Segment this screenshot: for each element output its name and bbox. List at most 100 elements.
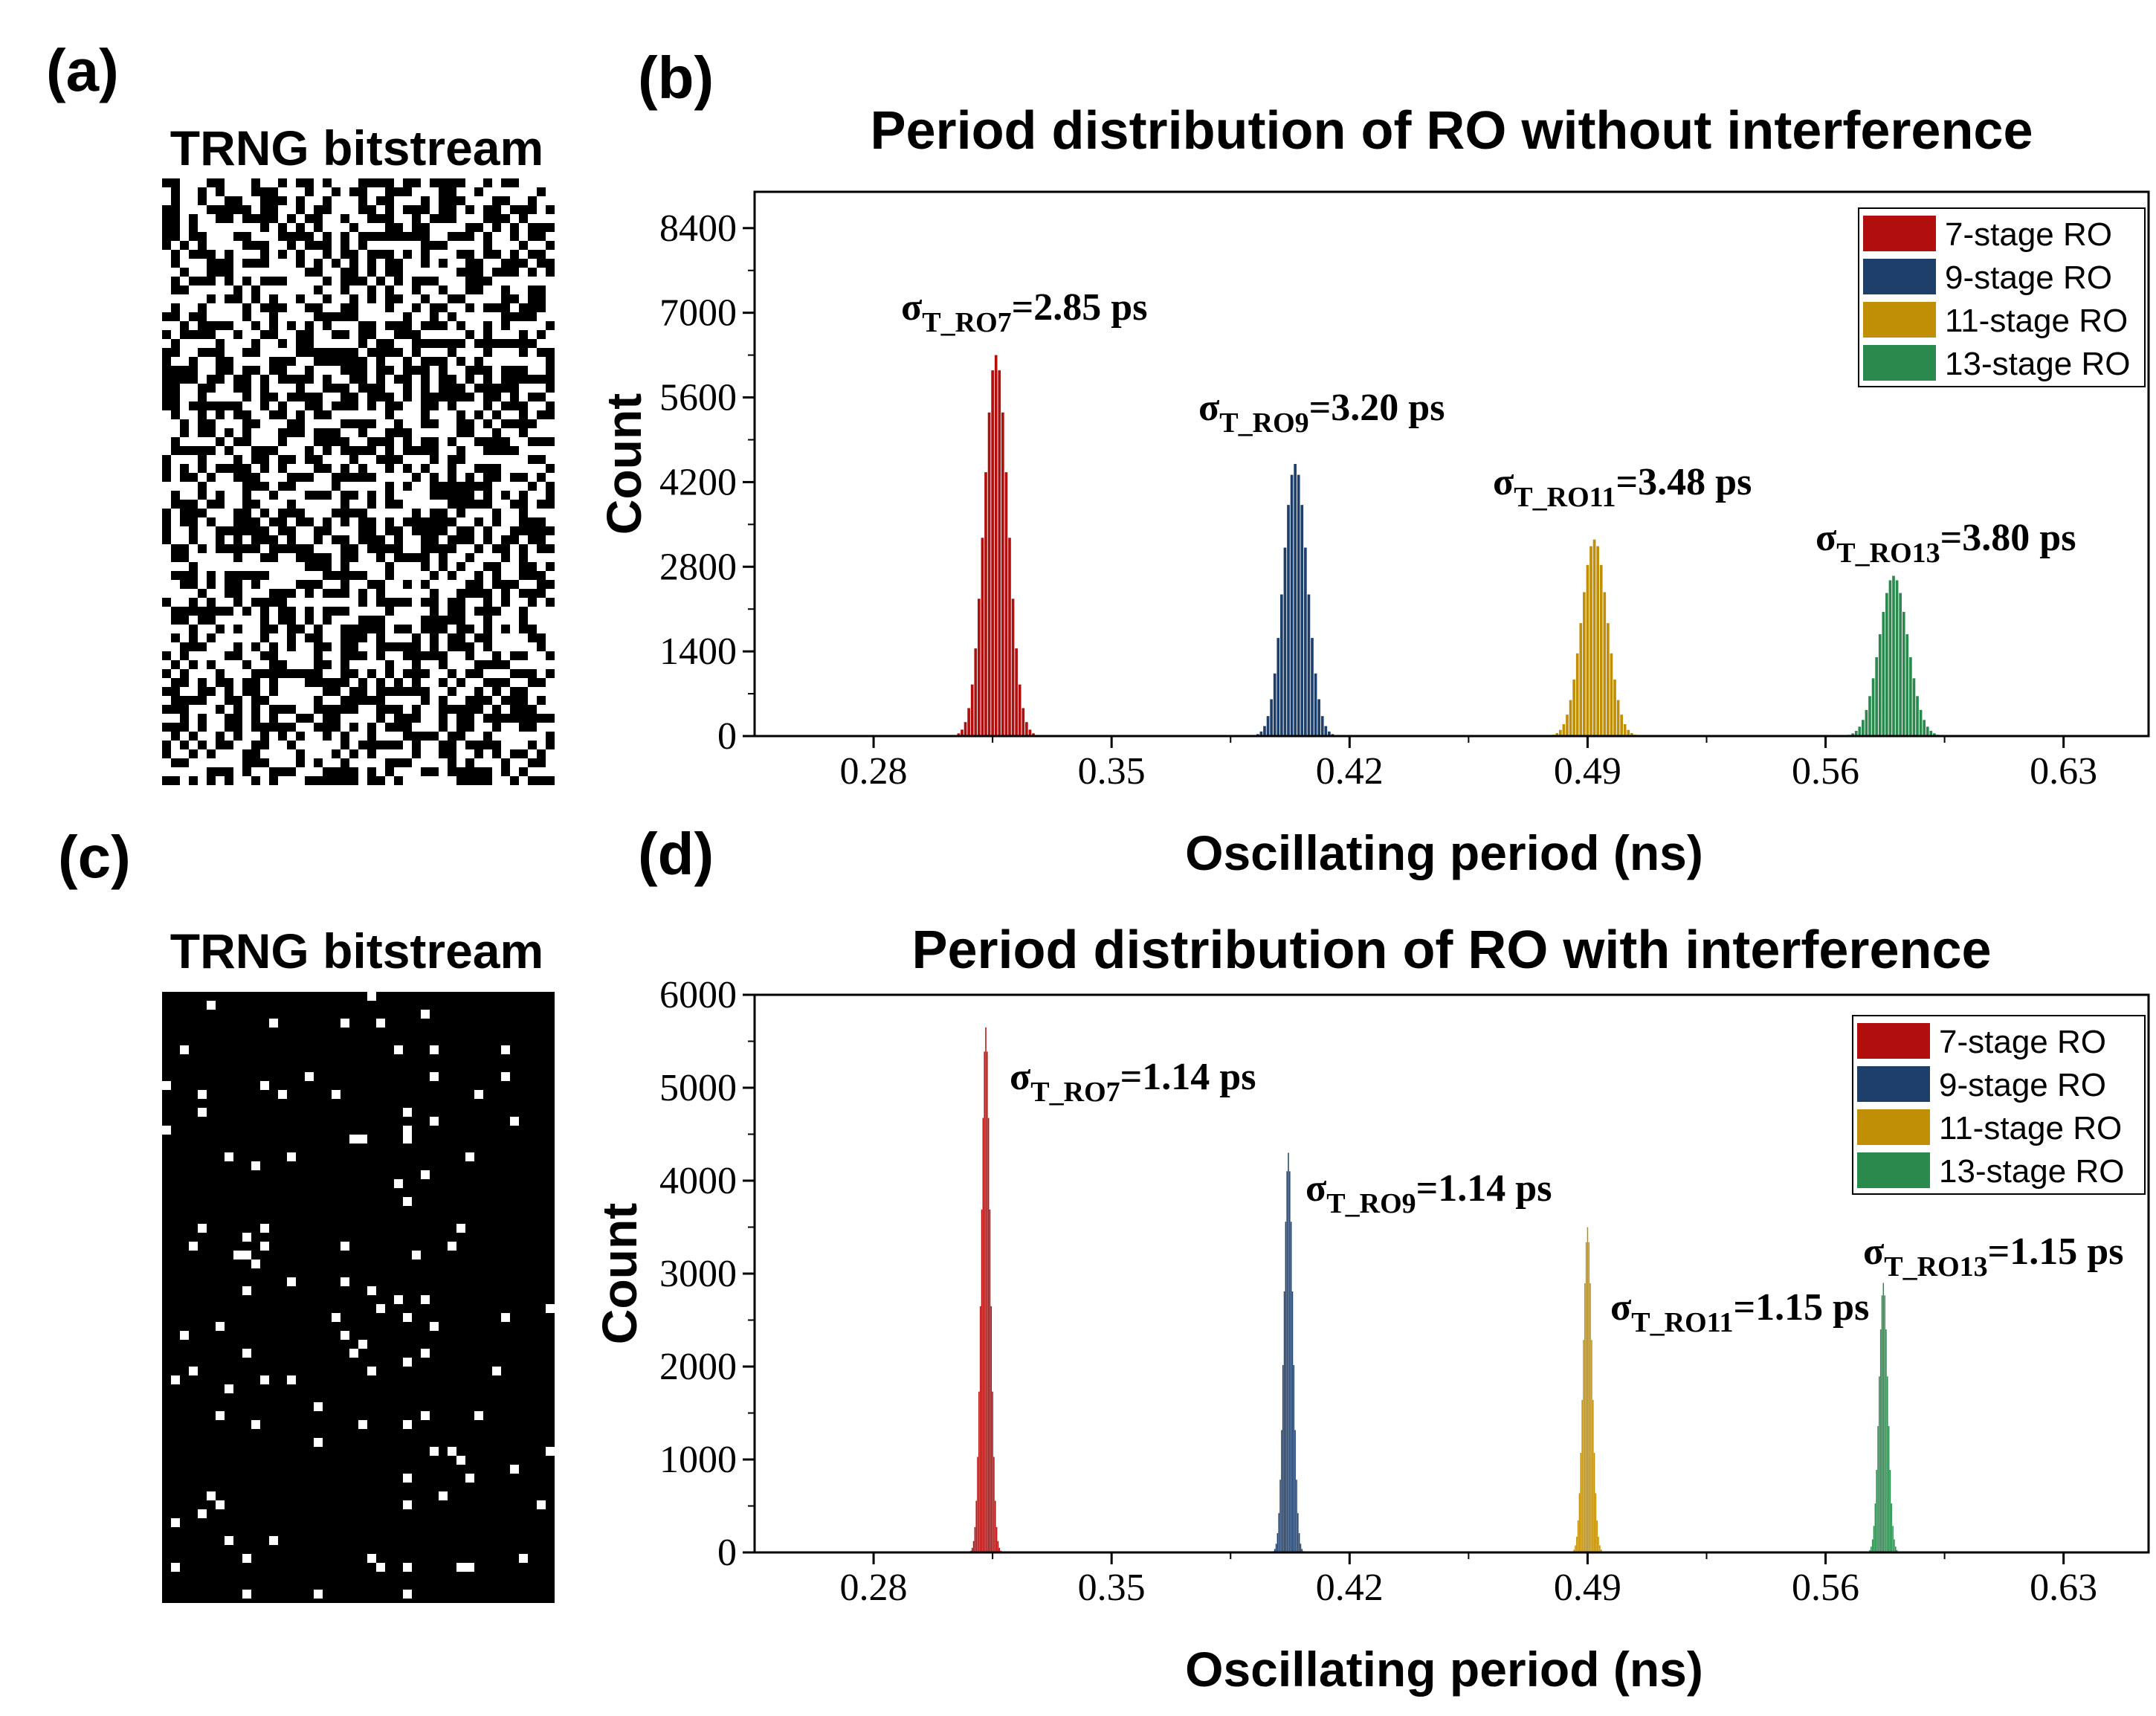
series-13-stage-ro [1869, 1283, 1898, 1552]
bar [1015, 648, 1018, 736]
bar [1559, 729, 1562, 736]
bar [1912, 678, 1916, 736]
panel-label-d: (d) [638, 821, 714, 887]
bar [1300, 1544, 1302, 1552]
x-tick-label: 0.42 [1316, 1567, 1384, 1609]
bar [1278, 1513, 1279, 1552]
bar [993, 1457, 995, 1552]
legend-label: 9-stage RO [1939, 1067, 2106, 1103]
bar [1894, 1539, 1895, 1552]
bar [1021, 708, 1025, 736]
bar [1607, 623, 1610, 736]
bar [1297, 1513, 1299, 1552]
bar [1851, 733, 1854, 736]
panel-label-a: (a) [46, 37, 119, 103]
y-tick-label: 2800 [659, 546, 737, 588]
chart-b-without-interference: Period distribution of RO without interf… [596, 101, 2150, 880]
sigma-annotation: σT_RO7=1.14 ps [1010, 1056, 1256, 1108]
bar [1902, 611, 1905, 736]
plot-frame [753, 190, 2150, 738]
bar [1297, 474, 1300, 736]
random-bits [162, 178, 555, 785]
bar [1018, 684, 1021, 736]
bar [1623, 724, 1627, 736]
legend-swatch [1863, 259, 1936, 294]
bar [1573, 1549, 1575, 1552]
bar [1871, 678, 1875, 736]
legend: 7-stage RO 9-stage RO 11-stage RO 13-stage … [1858, 207, 2146, 387]
bar [1583, 1340, 1584, 1552]
series-11-stage-ro [1552, 539, 1637, 736]
bar [1884, 1295, 1885, 1552]
bar [1593, 1453, 1595, 1552]
bar [1300, 505, 1304, 736]
bar [1032, 733, 1035, 736]
x-tick-label: 0.28 [840, 1567, 908, 1609]
bar [987, 412, 991, 736]
bar [1868, 696, 1871, 736]
bar [1273, 673, 1277, 736]
bar [1885, 1329, 1887, 1552]
legend-label: 11-stage RO [1945, 303, 2128, 339]
bar [1584, 1283, 1586, 1552]
bar [990, 1306, 993, 1552]
x-tick-label: 0.35 [1078, 1567, 1146, 1609]
bar [1589, 1283, 1591, 1552]
bar [1578, 1493, 1581, 1552]
x-tick-label: 0.56 [1792, 1567, 1859, 1609]
bar [1279, 1480, 1281, 1552]
legend-label: 7-stage RO [1945, 216, 2112, 253]
bar [1580, 1453, 1582, 1552]
bar [1575, 653, 1579, 736]
bar [1562, 724, 1566, 736]
x-tick-label: 0.63 [2030, 1567, 2097, 1609]
y-tick-label: 5000 [659, 1067, 737, 1109]
bar [1317, 699, 1320, 736]
bar [995, 1500, 996, 1552]
x-tick-label: 0.56 [1792, 750, 1859, 793]
bar [1905, 634, 1909, 736]
bar [982, 1117, 984, 1552]
bar [1307, 594, 1311, 736]
bar [979, 1306, 981, 1552]
bar [1874, 1503, 1876, 1552]
y-tick-label: 4000 [659, 1160, 737, 1202]
bar [1291, 1291, 1294, 1552]
bar [1293, 1364, 1295, 1552]
y-tick-label: 1000 [659, 1439, 737, 1481]
bar [1876, 1469, 1877, 1552]
bar [1596, 546, 1599, 736]
sigma-annotation: σT_RO13=3.80 ps [1816, 517, 2076, 569]
y-tick-label: 8400 [659, 207, 737, 250]
bar [998, 370, 1001, 736]
bar [1280, 594, 1283, 736]
sigma-annotation: σT_RO13=1.15 ps [1863, 1230, 2123, 1283]
bar [1909, 657, 1912, 736]
bar [998, 1547, 1001, 1552]
bar [1620, 715, 1623, 736]
y-tick-label: 1400 [659, 630, 737, 673]
chart-d-with-interference: Period distribution of RO with interfere… [592, 920, 2150, 1697]
x-tick-label: 0.42 [1316, 750, 1384, 793]
x-axis-label: Oscillating period (ns) [1185, 825, 1703, 880]
bar [1288, 1152, 1289, 1552]
bitstream-image-biased [162, 992, 555, 1603]
legend-label: 9-stage RO [1945, 259, 2112, 296]
bar [1613, 680, 1616, 736]
bar [1869, 1549, 1871, 1552]
bar [1592, 539, 1596, 736]
panel-label-c: (c) [58, 824, 131, 890]
bar [981, 538, 984, 736]
bar [1878, 634, 1882, 736]
bar [1610, 653, 1613, 736]
y-tick-label: 5600 [659, 377, 737, 419]
bar [1600, 1549, 1602, 1552]
bar [1266, 716, 1270, 736]
y-tick-label: 7000 [659, 292, 737, 335]
bar [1888, 580, 1892, 736]
bar [1885, 593, 1888, 736]
series-9-stage-ro [1273, 1152, 1304, 1552]
bar [1001, 412, 1004, 736]
bar [1595, 1493, 1597, 1552]
bar [1627, 729, 1630, 736]
